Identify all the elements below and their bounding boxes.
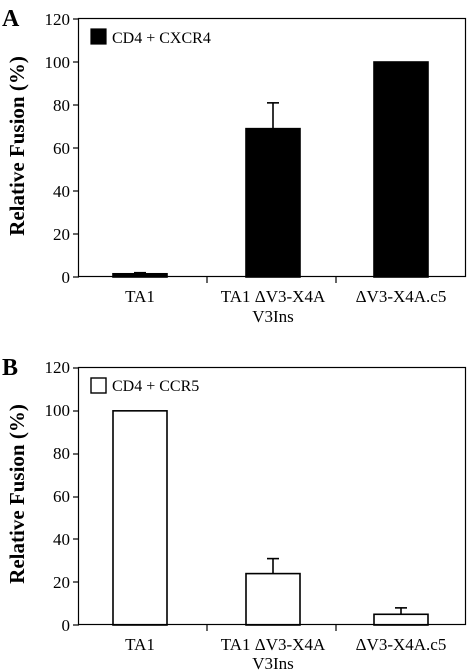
y-ticks-a	[73, 18, 79, 278]
y-tick-label: 40	[53, 530, 70, 549]
bars-a	[112, 61, 429, 278]
y-tick-labels-a: 120 100 80 60 40 20 0	[45, 10, 71, 287]
legend-swatch-a	[90, 28, 107, 45]
legend-a: CD4 + CXCR4	[90, 28, 211, 47]
y-tick-label: 120	[45, 358, 71, 377]
x-ticks-a	[206, 277, 337, 283]
y-tick-label: 80	[53, 444, 70, 463]
panel-b: B Relative Fusion (%) 120 100 80 60 40 2…	[2, 355, 467, 672]
axes-b	[73, 366, 467, 631]
y-tick-label: 20	[53, 573, 70, 592]
y-tick-labels-b: 120 100 80 60 40 20 0	[45, 358, 71, 635]
x-tick-label: TA1 ΔV3-X4A	[221, 287, 326, 306]
y-tick-label: 60	[53, 487, 70, 506]
panel-letter-b: B	[2, 355, 18, 381]
legend-b: CD4 + CCR5	[90, 377, 199, 395]
y-tick-label: 40	[53, 182, 70, 201]
y-axis-label-a: Relative Fusion (%)	[5, 56, 29, 236]
legend-swatch-b	[90, 377, 107, 394]
category-labels-b: TA1 TA1 ΔV3-X4A V3Ins ΔV3-X4A.c5	[125, 635, 446, 672]
y-tick-label: 100	[45, 53, 71, 72]
legend-label-b: CD4 + CCR5	[112, 378, 199, 395]
bars-b	[112, 410, 429, 626]
x-ticks-b	[206, 625, 337, 631]
x-tick-label: TA1 ΔV3-X4A	[221, 635, 326, 654]
y-tick-label: 0	[62, 616, 71, 635]
legend-label-a: CD4 + CXCR4	[112, 30, 211, 47]
x-tick-label: ΔV3-X4A.c5	[356, 287, 447, 306]
bar	[245, 127, 301, 278]
y-tick-label: 20	[53, 225, 70, 244]
x-tick-label: V3Ins	[252, 307, 294, 326]
x-tick-label: TA1	[125, 287, 155, 306]
y-tick-label: 80	[53, 96, 70, 115]
y-ticks-b	[73, 367, 79, 626]
y-tick-label: 120	[45, 10, 71, 29]
axes-a	[73, 17, 467, 283]
y-tick-label: 0	[62, 268, 71, 287]
y-tick-label: 100	[45, 401, 71, 420]
x-tick-label: V3Ins	[252, 654, 294, 672]
y-tick-label: 60	[53, 139, 70, 158]
bar	[245, 572, 301, 626]
bar	[373, 61, 429, 278]
y-axis-label-b: Relative Fusion (%)	[5, 404, 29, 584]
panel-a: A Relative Fusion (%) 120 100 80 60 40 2…	[2, 6, 467, 326]
x-tick-label: TA1	[125, 635, 155, 654]
plot-frame-b	[77, 366, 467, 626]
bar	[373, 613, 429, 626]
category-labels-a: TA1 TA1 ΔV3-X4A V3Ins ΔV3-X4A.c5	[125, 287, 446, 326]
panel-letter-a: A	[2, 6, 20, 32]
x-tick-label: ΔV3-X4A.c5	[356, 635, 447, 654]
bar	[112, 410, 168, 626]
